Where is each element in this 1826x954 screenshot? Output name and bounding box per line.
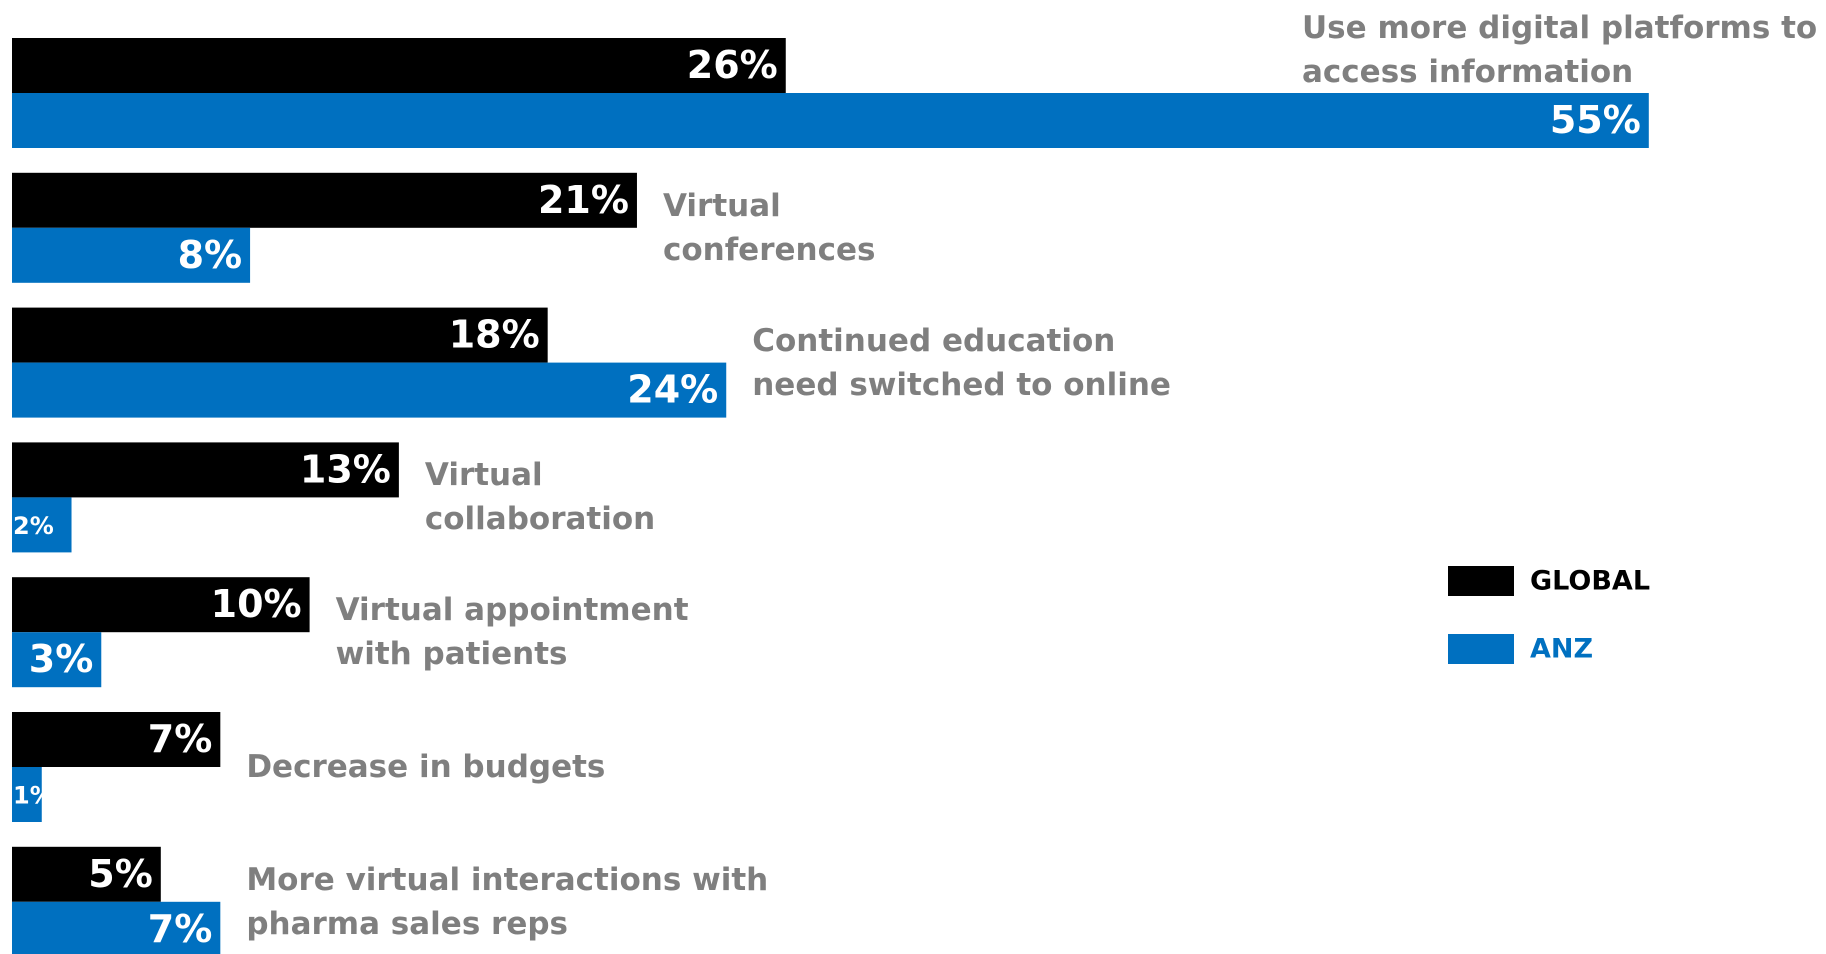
value-label: 7% — [148, 907, 213, 951]
value-label: 10% — [211, 582, 302, 626]
category-label: Virtual conferences — [662, 187, 876, 268]
category-label: Virtual appointment with patients — [335, 592, 689, 673]
bar — [12, 901, 221, 954]
value-label: 26% — [687, 43, 778, 87]
bar — [12, 307, 548, 363]
category-label: Use more digital platforms to access inf… — [1302, 10, 1818, 90]
category-label: Decrease in budgets — [246, 749, 606, 785]
value-label: 21% — [538, 178, 629, 222]
bar — [12, 846, 161, 902]
category-label: More virtual interactions with pharma sa… — [246, 861, 769, 942]
bar — [12, 227, 251, 283]
value-label: 2% — [13, 512, 54, 540]
value-label: 1% — [13, 782, 54, 810]
bar — [12, 172, 637, 228]
bar — [12, 497, 72, 553]
value-label: 18% — [449, 313, 540, 357]
legend-label: GLOBAL — [1530, 566, 1650, 597]
legend-swatch — [1448, 566, 1514, 596]
value-label: 5% — [88, 852, 153, 896]
legend-swatch — [1448, 634, 1514, 664]
value-label: 24% — [627, 368, 718, 412]
bar — [12, 632, 102, 688]
value-label: 13% — [300, 447, 391, 491]
bar — [12, 767, 42, 822]
value-label: 55% — [1550, 98, 1641, 142]
bar — [12, 442, 399, 498]
value-label: 8% — [178, 233, 243, 277]
bar — [12, 362, 727, 418]
bar — [12, 712, 221, 767]
value-label: 7% — [148, 717, 213, 761]
bar — [12, 38, 786, 93]
legend-label: ANZ — [1530, 634, 1593, 665]
category-label: Virtual collaboration — [424, 457, 656, 538]
value-label: 3% — [29, 637, 94, 681]
bar — [12, 93, 1649, 148]
category-label: Continued education need switched to onl… — [752, 322, 1171, 403]
bar — [12, 577, 310, 633]
